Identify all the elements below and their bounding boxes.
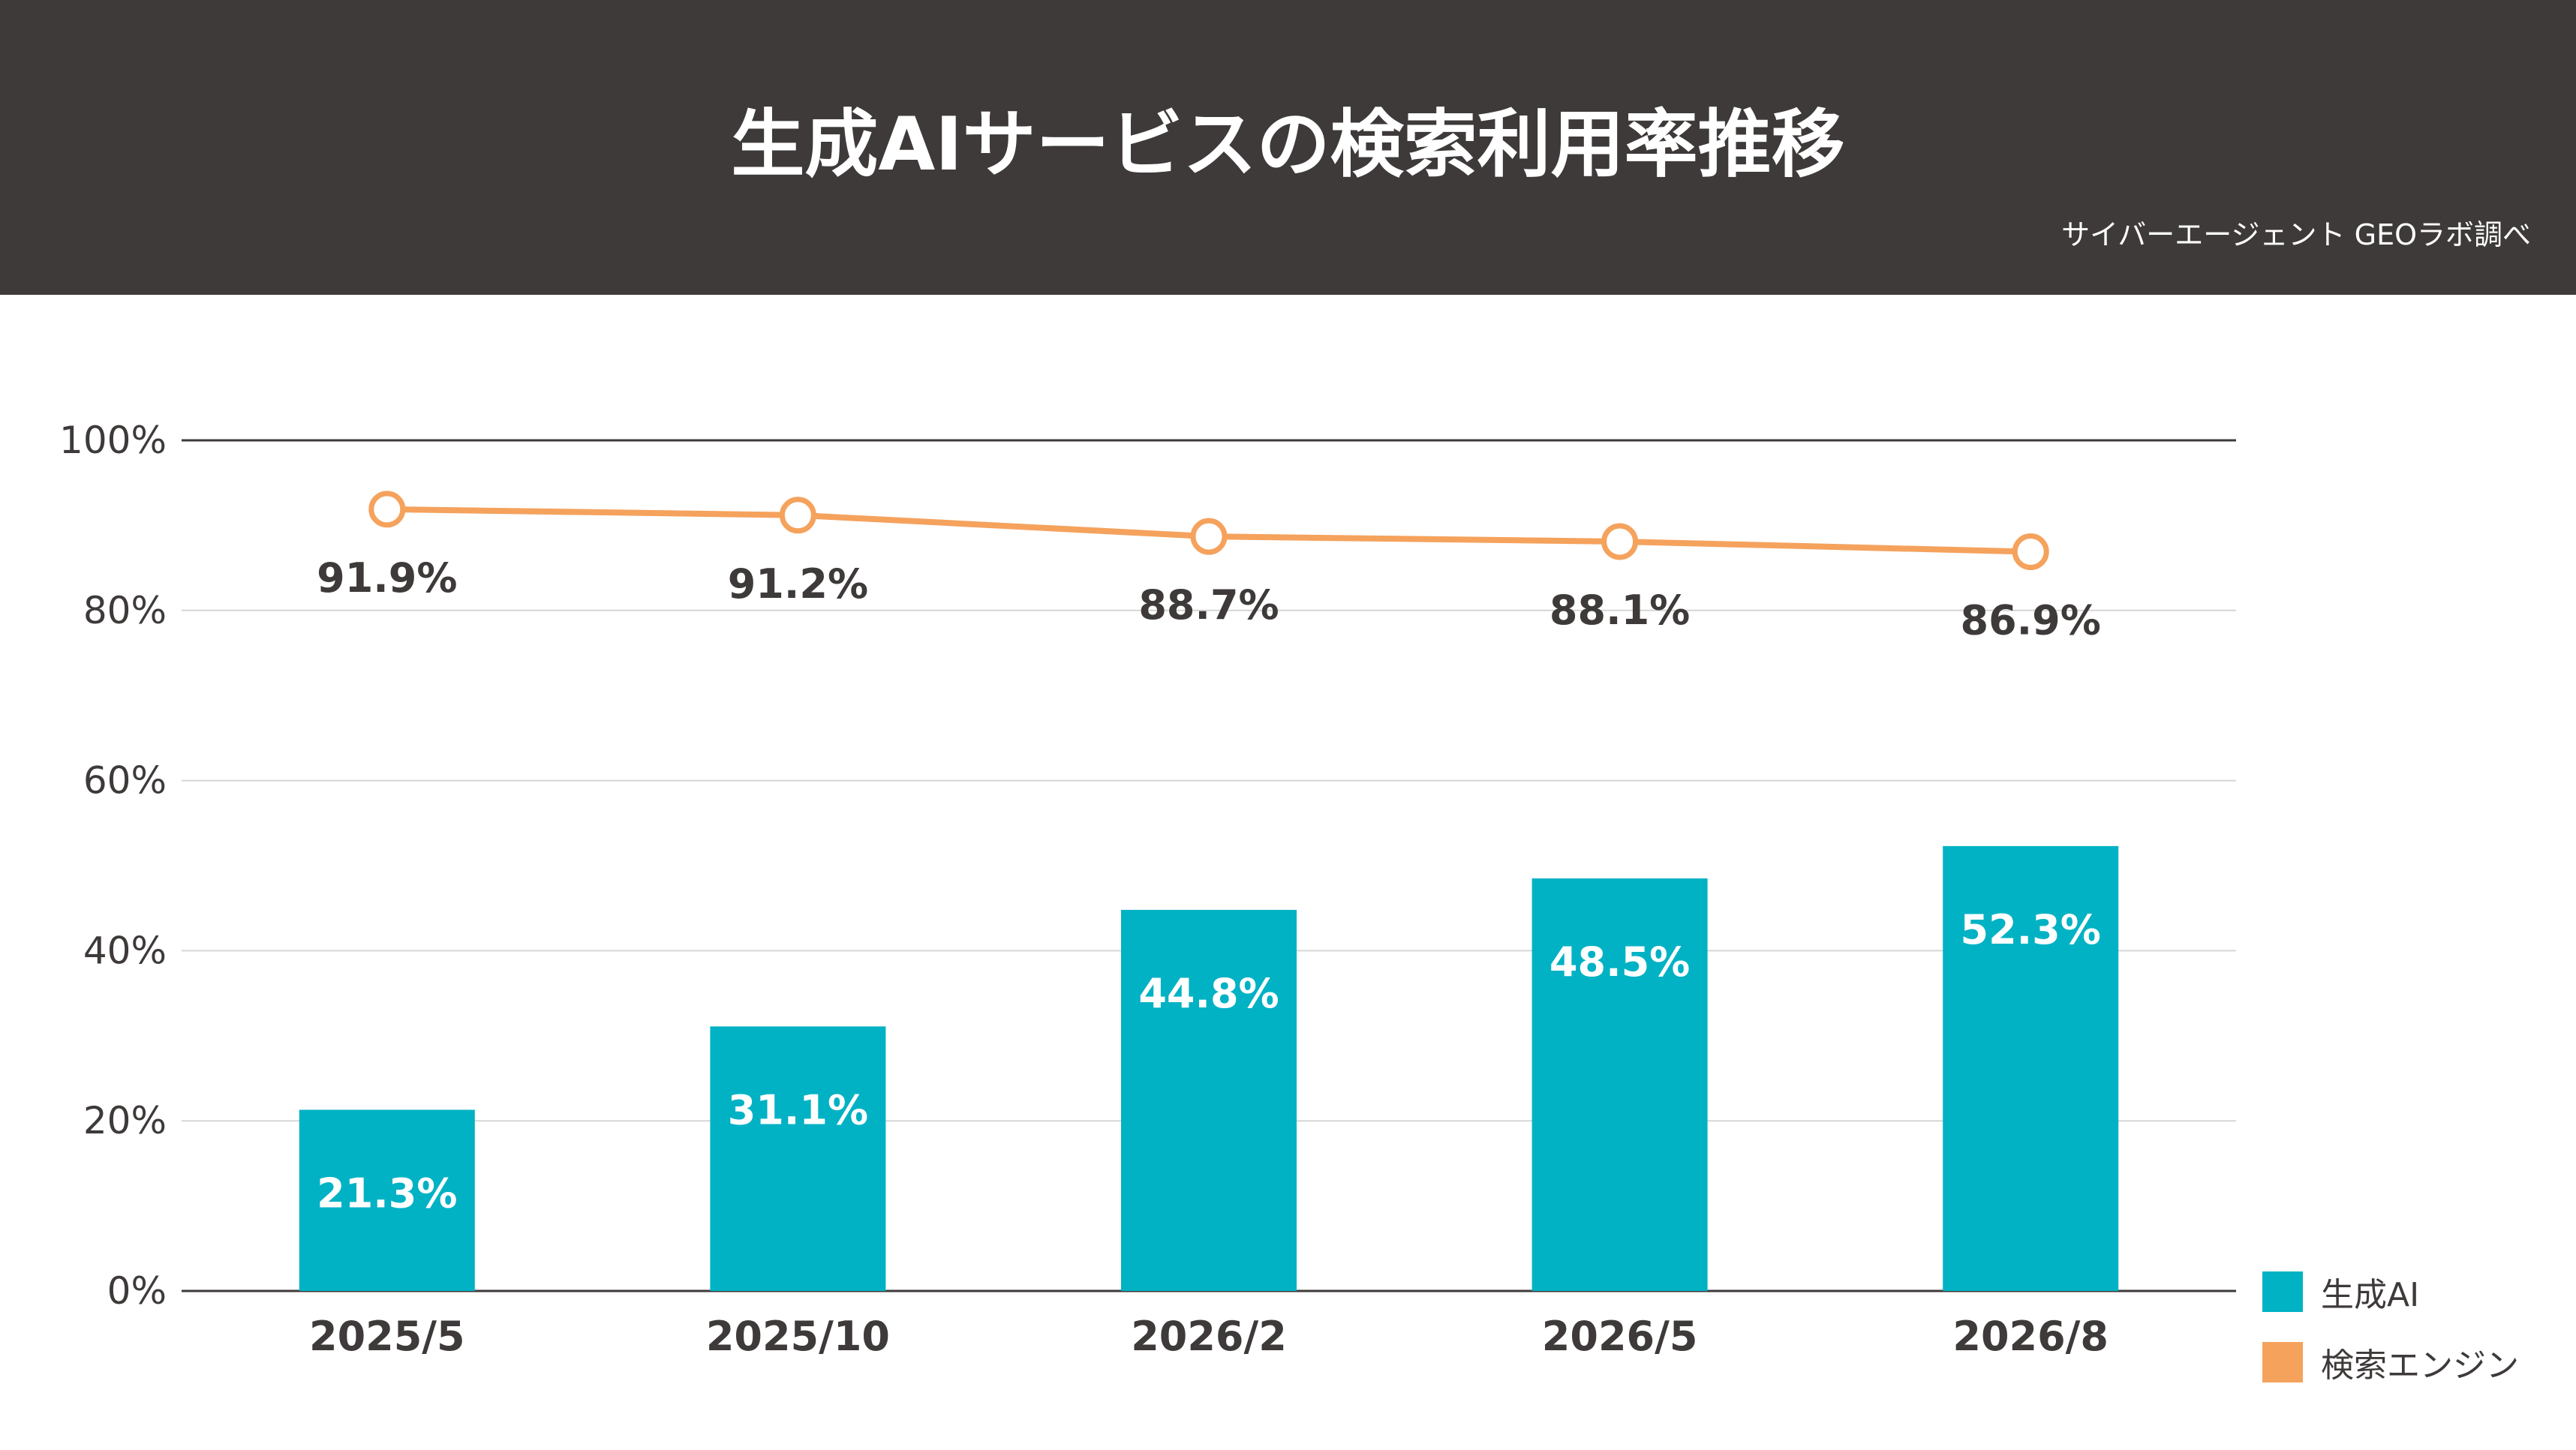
line-value-label: 88.1%: [1550, 587, 1690, 634]
x-tick-label: 2026/8: [1952, 1313, 2109, 1360]
line-value-label: 86.9%: [1961, 597, 2101, 644]
line-point: [779, 497, 816, 534]
bar: [1121, 909, 1297, 1291]
y-tick-label: 60%: [83, 759, 167, 803]
bar: [710, 1026, 886, 1291]
legend-label-search-engine: 検索エンジン: [2321, 1346, 2519, 1385]
bar: [1943, 845, 2119, 1291]
legend-swatch-generative-ai: [2262, 1271, 2303, 1312]
legend-item-search-engine: 検索エンジン: [2262, 1340, 2519, 1385]
y-tick-label: 0%: [107, 1269, 167, 1313]
line-point: [2012, 533, 2049, 571]
legend-label-generative-ai: 生成AI: [2321, 1276, 2420, 1314]
y-tick-label: 40%: [83, 929, 167, 972]
bar: [299, 1109, 475, 1291]
y-tick-label: 100%: [59, 419, 167, 462]
legend: 生成AI 検索エンジン: [2262, 1269, 2519, 1410]
line-point: [1601, 523, 1639, 560]
line-value-label: 88.7%: [1138, 581, 1279, 629]
line-value-label: 91.2%: [728, 560, 868, 608]
bar-value-label: 52.3%: [1961, 906, 2101, 953]
bar-value-label: 44.8%: [1138, 970, 1279, 1017]
line-value-label: 91.9%: [317, 554, 457, 602]
bar-value-label: 21.3%: [317, 1169, 457, 1217]
x-tick-label: 2026/5: [1542, 1313, 1698, 1360]
legend-swatch-search-engine: [2262, 1342, 2303, 1382]
line-point: [368, 491, 406, 528]
line-point: [1190, 518, 1228, 555]
y-tick-label: 80%: [83, 589, 167, 632]
bar-value-label: 48.5%: [1550, 938, 1690, 986]
y-tick-label: 20%: [83, 1099, 167, 1142]
x-tick-label: 2026/2: [1131, 1313, 1287, 1360]
bar-value-label: 31.1%: [728, 1086, 868, 1133]
x-tick-label: 2025/10: [706, 1313, 890, 1360]
x-tick-label: 2025/5: [309, 1313, 465, 1360]
header-bar: 生成AIサービスの検索利用率推移 サイバーエージェント GEOラボ調べ: [0, 0, 2576, 295]
bar: [1531, 878, 1708, 1291]
legend-item-generative-ai: 生成AI: [2262, 1269, 2519, 1314]
chart-title: 生成AIサービスの検索利用率推移: [731, 102, 1845, 188]
source-note: サイバーエージェント GEOラボ調べ: [2061, 218, 2531, 251]
